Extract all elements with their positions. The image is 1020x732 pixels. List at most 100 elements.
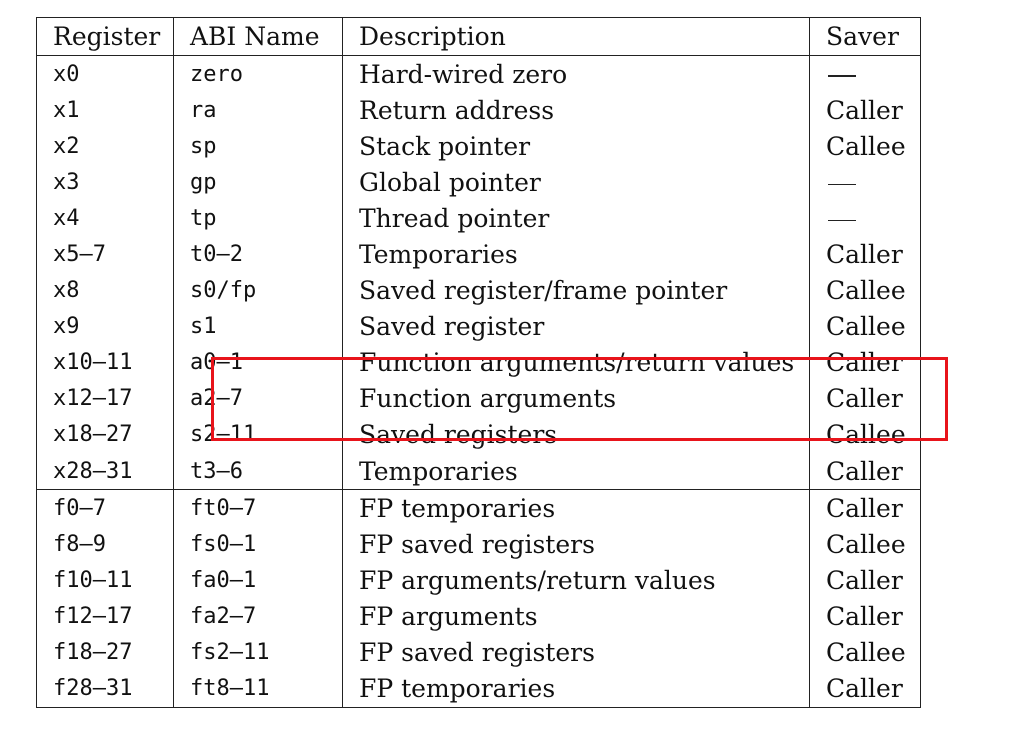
description-cell: Temporaries <box>342 453 810 490</box>
description-cell: Saved register <box>342 308 810 345</box>
abi-name-cell: s2–11 <box>173 416 343 454</box>
register-cell: x9 <box>36 308 174 345</box>
register-cell: f10–11 <box>36 562 174 599</box>
register-cell: x3 <box>36 164 174 201</box>
abi-name-cell: fs2–11 <box>173 634 343 671</box>
register-cell: f18–27 <box>36 634 174 671</box>
saver-cell: Caller <box>809 453 921 490</box>
integer-register-row: x10–11 a0–1 Function arguments/return valu… <box>36 344 921 381</box>
register-cell: f28–31 <box>36 670 174 708</box>
abi-name-cell: sp <box>173 128 343 165</box>
saver-cell: Caller <box>809 236 921 273</box>
register-cell: f0–7 <box>36 489 174 527</box>
abi-name-cell: t0–2 <box>173 236 343 273</box>
fp-register-row: f12–17 fa2–7 FP arguments Caller <box>36 598 921 635</box>
fp-register-group: f0–7 ft0–7 FP temporaries Caller f8–9 fs0–1 FP… <box>36 489 921 708</box>
saver-cell: Callee <box>809 634 921 671</box>
integer-register-row: x5–7 t0–2 Temporaries Caller <box>36 236 921 273</box>
integer-register-row: x4 tp Thread pointer <box>36 200 921 237</box>
register-cell: f8–9 <box>36 526 174 563</box>
abi-name-cell: fa0–1 <box>173 562 343 599</box>
fp-register-row: f8–9 fs0–1 FP saved registers Callee <box>36 526 921 563</box>
register-cell: x0 <box>36 55 174 93</box>
saver-cell: Caller <box>809 489 921 527</box>
description-cell: Stack pointer <box>342 128 810 165</box>
abi-name-cell: zero <box>173 55 343 93</box>
saver-cell: Callee <box>809 526 921 563</box>
abi-name-cell: a0–1 <box>173 344 343 381</box>
description-cell: Function arguments <box>342 380 810 417</box>
table-header: Register ABI Name Description Saver <box>36 17 921 56</box>
abi-name-cell: ra <box>173 92 343 129</box>
description-cell: FP arguments <box>342 598 810 635</box>
saver-cell: Caller <box>809 92 921 129</box>
abi-name-cell: fa2–7 <box>173 598 343 635</box>
description-cell: Return address <box>342 92 810 129</box>
description-cell: FP saved registers <box>342 634 810 671</box>
integer-register-row: x3 gp Global pointer <box>36 164 921 201</box>
integer-register-group: x0 zero Hard-wired zero x1 ra Return address C… <box>36 55 921 490</box>
description-cell: FP arguments/return values <box>342 562 810 599</box>
integer-register-row: x8 s0/fp Saved register/frame pointer Calle… <box>36 272 921 309</box>
register-table-container: Register ABI Name Description Saver x0 ze… <box>36 17 948 708</box>
no-saver-dash <box>828 75 856 77</box>
saver-cell <box>809 200 921 237</box>
description-cell: FP saved registers <box>342 526 810 563</box>
saver-cell <box>809 55 921 93</box>
abi-name-cell: fs0–1 <box>173 526 343 563</box>
saver-cell: Callee <box>809 416 921 454</box>
register-cell: f12–17 <box>36 598 174 635</box>
description-cell: Function arguments/return values <box>342 344 810 381</box>
register-cell: x10–11 <box>36 344 174 381</box>
abi-name-cell: a2–7 <box>173 380 343 417</box>
fp-register-row: f18–27 fs2–11 FP saved registers Callee <box>36 634 921 671</box>
header-row: Register ABI Name Description Saver <box>36 17 921 56</box>
integer-register-row: x1 ra Return address Caller <box>36 92 921 129</box>
register-cell: x1 <box>36 92 174 129</box>
integer-register-row: x9 s1 Saved register Callee <box>36 308 921 345</box>
integer-register-row: x28–31 t3–6 Temporaries Caller <box>36 453 921 490</box>
header-description: Description <box>342 17 810 56</box>
description-cell: FP temporaries <box>342 670 810 708</box>
header-abi-name: ABI Name <box>173 17 343 56</box>
register-cell: x18–27 <box>36 416 174 454</box>
no-saver-dash <box>828 183 856 185</box>
integer-register-row: x12–17 a2–7 Function arguments Caller <box>36 380 921 417</box>
abi-name-cell: tp <box>173 200 343 237</box>
saver-cell: Callee <box>809 308 921 345</box>
integer-register-row: x2 sp Stack pointer Callee <box>36 128 921 165</box>
abi-name-cell: t3–6 <box>173 453 343 490</box>
abi-name-cell: s0/fp <box>173 272 343 309</box>
no-saver-dash <box>828 219 856 222</box>
header-saver: Saver <box>809 17 921 56</box>
saver-cell: Callee <box>809 128 921 165</box>
register-cell: x5–7 <box>36 236 174 273</box>
abi-name-cell: gp <box>173 164 343 201</box>
saver-cell: Caller <box>809 380 921 417</box>
description-cell: Saved register/frame pointer <box>342 272 810 309</box>
register-cell: x28–31 <box>36 453 174 490</box>
saver-cell: Caller <box>809 598 921 635</box>
description-cell: FP temporaries <box>342 489 810 527</box>
register-table: Register ABI Name Description Saver x0 ze… <box>36 17 921 708</box>
saver-cell: Callee <box>809 272 921 309</box>
saver-cell: Caller <box>809 670 921 708</box>
integer-register-row: x0 zero Hard-wired zero <box>36 55 921 93</box>
register-cell: x8 <box>36 272 174 309</box>
fp-register-row: f0–7 ft0–7 FP temporaries Caller <box>36 489 921 527</box>
register-cell: x2 <box>36 128 174 165</box>
description-cell: Hard-wired zero <box>342 55 810 93</box>
fp-register-row: f10–11 fa0–1 FP arguments/return values Cal… <box>36 562 921 599</box>
saver-cell <box>809 164 921 201</box>
description-cell: Saved registers <box>342 416 810 454</box>
description-cell: Temporaries <box>342 236 810 273</box>
saver-cell: Caller <box>809 562 921 599</box>
abi-name-cell: ft8–11 <box>173 670 343 708</box>
header-register: Register <box>36 17 174 56</box>
description-cell: Thread pointer <box>342 200 810 237</box>
fp-register-row: f28–31 ft8–11 FP temporaries Caller <box>36 670 921 708</box>
description-cell: Global pointer <box>342 164 810 201</box>
saver-cell: Caller <box>809 344 921 381</box>
abi-name-cell: s1 <box>173 308 343 345</box>
register-cell: x4 <box>36 200 174 237</box>
